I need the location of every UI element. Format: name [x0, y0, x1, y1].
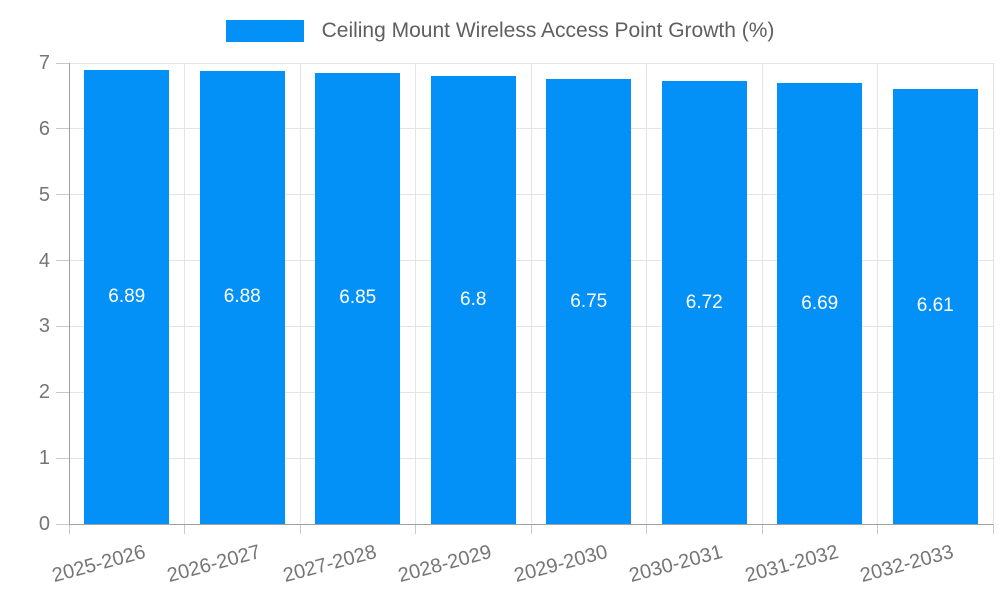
legend[interactable]: Ceiling Mount Wireless Access Point Grow… — [0, 16, 1000, 46]
bar-value-label: 6.75 — [570, 290, 608, 312]
y-axis-tick — [56, 128, 69, 130]
x-axis-tick — [530, 524, 532, 534]
v-gridline — [184, 63, 185, 524]
y-axis-label: 3 — [38, 315, 50, 338]
bar[interactable] — [661, 81, 747, 524]
v-gridline — [761, 63, 763, 524]
x-axis-tick — [761, 524, 763, 534]
v-gridline — [415, 63, 416, 524]
v-gridline — [299, 63, 301, 524]
bar[interactable] — [546, 79, 632, 524]
bar[interactable] — [84, 70, 170, 524]
v-gridline — [646, 63, 647, 524]
x-axis-tick — [299, 524, 301, 534]
y-axis-line — [68, 63, 70, 524]
y-axis-label: 4 — [38, 249, 50, 272]
bar-value-label: 6.8 — [460, 289, 487, 311]
y-axis-tick — [56, 523, 69, 525]
bar-value-label: 6.88 — [223, 286, 261, 308]
v-gridline — [992, 63, 994, 524]
bar-value-label: 6.61 — [916, 295, 954, 317]
y-axis-tick — [56, 194, 69, 196]
y-axis-label: 1 — [38, 447, 50, 470]
y-axis-label: 2 — [38, 381, 50, 404]
y-axis-tick — [56, 260, 69, 262]
x-axis-tick — [68, 524, 70, 534]
y-axis-label: 0 — [38, 513, 50, 535]
y-axis-label: 7 — [38, 52, 50, 74]
x-axis-tick — [877, 524, 878, 534]
bar[interactable] — [430, 76, 516, 524]
v-gridline — [877, 63, 878, 524]
x-axis-tick — [184, 524, 185, 534]
bar-value-label: 6.72 — [685, 291, 723, 313]
y-axis-tick — [56, 62, 69, 64]
x-axis-tick — [992, 524, 994, 534]
bar[interactable] — [315, 72, 401, 524]
v-gridline — [530, 63, 532, 524]
y-axis-label: 5 — [38, 183, 50, 206]
legend-swatch — [225, 20, 304, 42]
x-axis-tick — [646, 524, 647, 534]
bar[interactable] — [892, 88, 978, 524]
y-axis-tick — [56, 325, 69, 327]
legend-label: Ceiling Mount Wireless Access Point Grow… — [321, 19, 775, 42]
y-axis-label: 6 — [38, 117, 50, 140]
bar-value-label: 6.85 — [339, 287, 377, 309]
bar-value-label: 6.69 — [801, 292, 839, 314]
y-axis-tick — [56, 457, 69, 459]
bar[interactable] — [199, 70, 285, 524]
bar-value-label: 6.89 — [108, 286, 146, 308]
bar[interactable] — [777, 83, 863, 524]
x-axis-tick — [415, 524, 416, 534]
x-axis-line — [69, 523, 993, 525]
y-axis-tick — [56, 391, 69, 393]
